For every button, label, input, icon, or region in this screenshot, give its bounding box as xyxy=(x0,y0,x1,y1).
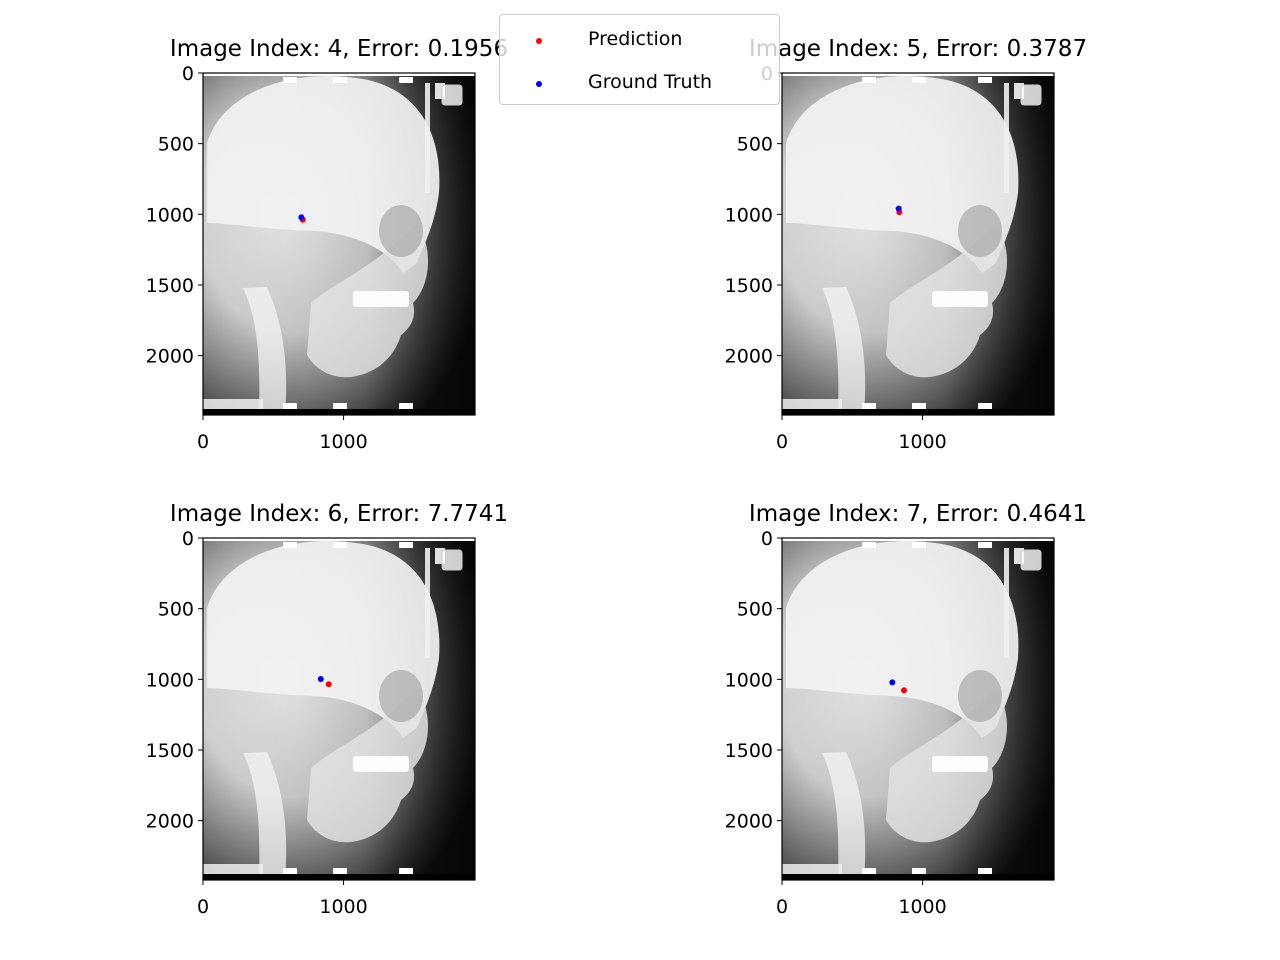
y-tick-label: 2000 xyxy=(725,346,773,368)
xray-image xyxy=(203,73,475,415)
y-tick-label: 1500 xyxy=(725,740,773,762)
point-ground-truth xyxy=(895,205,902,212)
inner-legend-box xyxy=(441,549,463,571)
y-tick-label: 1000 xyxy=(725,204,773,226)
axes-frame xyxy=(202,72,476,416)
y-tick-label: 2000 xyxy=(725,811,773,833)
legend-item-prediction: Prediction xyxy=(500,24,780,54)
subplot-title: Image Index: 4, Error: 0.1956 xyxy=(170,36,508,62)
x-tick-label: 0 xyxy=(776,896,788,918)
y-tick-label: 1000 xyxy=(146,204,194,226)
inner-legend-box xyxy=(1020,84,1042,106)
legend-item-ground-truth: Ground Truth xyxy=(500,67,780,97)
y-tick-label: 2000 xyxy=(146,811,194,833)
y-tick-label: 1000 xyxy=(146,669,194,691)
subplot-title: Image Index: 6, Error: 7.7741 xyxy=(170,501,508,527)
y-tick-label: 0 xyxy=(182,63,194,85)
legend-label-ground-truth: Ground Truth xyxy=(588,71,713,93)
x-tick-label: 0 xyxy=(776,431,788,453)
legend-marker-ground-truth xyxy=(536,81,542,87)
x-tick-label: 1000 xyxy=(898,431,946,453)
subplot-3: 0 500 1000 1500 2000 0 1000 Image Index: 6, Err… xyxy=(146,501,508,918)
xray-image xyxy=(782,73,1054,415)
axes-frame xyxy=(202,537,476,881)
point-prediction xyxy=(325,681,332,688)
point-ground-truth xyxy=(298,214,305,221)
legend-marker-prediction xyxy=(536,38,542,44)
point-prediction xyxy=(901,687,908,694)
y-tick-label: 1500 xyxy=(146,740,194,762)
y-tick-label: 500 xyxy=(737,599,773,621)
axes-frame xyxy=(781,72,1055,416)
y-tick-label: 500 xyxy=(737,134,773,156)
inner-legend-box xyxy=(1020,549,1042,571)
axes-frame xyxy=(781,537,1055,881)
subplot-title: Image Index: 5, Error: 0.3787 xyxy=(749,36,1087,62)
legend-label-prediction: Prediction xyxy=(588,28,683,50)
y-tick-label: 500 xyxy=(158,134,194,156)
y-tick-label: 1000 xyxy=(725,669,773,691)
xray-image xyxy=(782,538,1054,880)
legend: Prediction Ground Truth xyxy=(499,14,780,105)
point-ground-truth xyxy=(317,676,324,683)
x-tick-label: 0 xyxy=(197,431,209,453)
inner-legend-box xyxy=(441,84,463,106)
subplot-1: 0 500 1000 1500 2000 0 1000 Image Index: 4, Err… xyxy=(146,36,508,453)
point-ground-truth xyxy=(889,679,896,686)
y-tick-label: 0 xyxy=(182,528,194,550)
x-tick-label: 1000 xyxy=(319,431,367,453)
y-tick-label: 2000 xyxy=(146,346,194,368)
x-tick-label: 1000 xyxy=(319,896,367,918)
y-tick-label: 1500 xyxy=(146,275,194,297)
y-tick-label: 0 xyxy=(761,528,773,550)
y-tick-label: 500 xyxy=(158,599,194,621)
xray-image xyxy=(203,538,475,880)
y-tick-label: 1500 xyxy=(725,275,773,297)
subplot-4: 0 500 1000 1500 2000 0 1000 Image Index: 7, Err… xyxy=(725,501,1087,918)
x-tick-label: 1000 xyxy=(898,896,946,918)
x-tick-label: 0 xyxy=(197,896,209,918)
subplot-title: Image Index: 7, Error: 0.4641 xyxy=(749,501,1087,527)
